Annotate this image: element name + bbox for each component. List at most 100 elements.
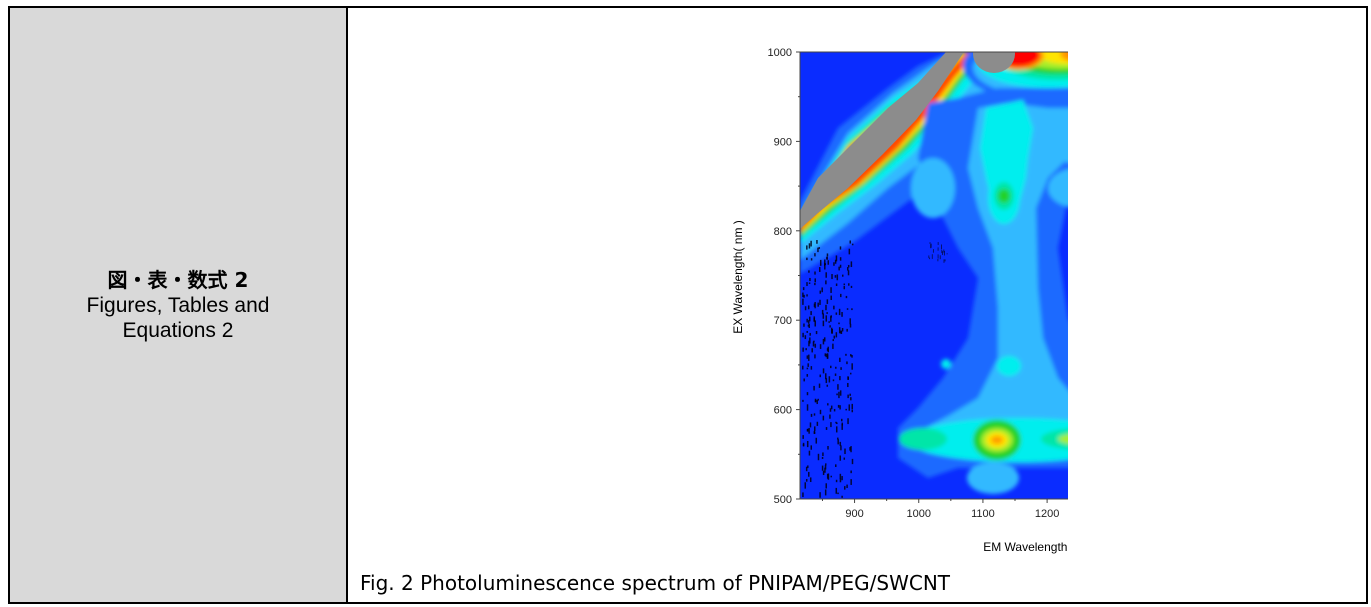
noise-speck <box>826 384 829 387</box>
noise-speck <box>849 393 851 396</box>
noise-speck <box>932 249 934 253</box>
noise-speck <box>835 366 837 369</box>
noise-speck <box>851 308 853 311</box>
noise-speck <box>815 437 818 444</box>
noise-speck <box>818 267 821 272</box>
noise-speck <box>830 365 832 369</box>
noise-speck <box>826 354 829 359</box>
noise-speck <box>831 274 833 280</box>
noise-speck <box>851 458 854 465</box>
noise-speck <box>802 298 804 305</box>
noise-speck <box>805 466 808 472</box>
noise-speck <box>809 316 811 322</box>
noise-speck <box>847 267 849 271</box>
noise-speck <box>844 486 846 490</box>
noise-speck <box>937 242 939 245</box>
saturated-top-peak <box>973 52 1015 73</box>
noise-speck <box>843 286 846 290</box>
noise-speck <box>835 487 838 494</box>
noise-speck <box>815 330 818 335</box>
noise-speck <box>828 376 831 383</box>
noise-speck <box>817 302 819 307</box>
noise-speck <box>835 312 838 315</box>
noise-speck <box>840 367 842 370</box>
noise-speck <box>837 437 839 440</box>
noise-speck <box>810 240 812 247</box>
noise-speck <box>811 348 813 353</box>
noise-speck <box>806 367 809 370</box>
noise-speck <box>850 479 852 485</box>
noise-speck <box>806 318 808 323</box>
noise-speck <box>847 382 849 388</box>
noise-speck <box>830 287 832 293</box>
contour-lobe-left <box>911 158 955 218</box>
noise-speck <box>841 328 844 332</box>
noise-speck <box>836 274 839 281</box>
noise-speck <box>846 361 848 365</box>
noise-speck <box>826 253 829 257</box>
noise-speck <box>943 259 945 263</box>
noise-speck <box>813 385 815 391</box>
noise-speck <box>805 478 808 482</box>
noise-speck <box>943 250 945 256</box>
noise-speck <box>813 430 816 434</box>
noise-speck <box>849 240 851 244</box>
noise-speck <box>817 453 820 461</box>
noise-speck <box>835 283 838 286</box>
noise-speck <box>827 445 829 450</box>
noise-speck <box>839 246 842 250</box>
noise-speck <box>813 303 816 307</box>
noise-speck <box>824 489 827 496</box>
noise-speck <box>809 337 811 344</box>
noise-speck <box>838 391 840 399</box>
noise-speck <box>829 408 832 412</box>
noise-speck <box>814 278 816 283</box>
noise-speck <box>810 413 813 417</box>
noise-speck <box>819 374 821 378</box>
noise-speck <box>847 377 849 380</box>
noise-speck <box>845 353 847 356</box>
noise-speck <box>937 254 939 259</box>
noise-speck <box>929 257 931 260</box>
noise-speck <box>837 384 839 390</box>
noise-speck <box>810 311 812 316</box>
noise-speck <box>843 457 846 460</box>
contour-bottom-center-orange <box>991 436 1003 444</box>
noise-speck <box>812 341 815 347</box>
noise-speck <box>806 257 808 261</box>
noise-speck <box>832 379 835 382</box>
noise-speck <box>816 421 819 426</box>
noise-speck <box>837 439 839 445</box>
noise-speck <box>805 348 807 351</box>
noise-speck <box>808 282 811 284</box>
noise-speck <box>849 318 851 325</box>
noise-speck <box>825 353 827 358</box>
noise-speck <box>818 383 821 388</box>
noise-speck <box>814 343 817 348</box>
noise-speck <box>821 456 824 459</box>
noise-speck <box>824 465 827 470</box>
noise-speck <box>821 309 824 315</box>
noise-speck <box>825 304 827 311</box>
y-tick-label: 500 <box>774 494 792 506</box>
noise-speck <box>803 323 805 327</box>
pl-contour-chart: 9001000110012001300140015005006007008009… <box>731 47 1068 554</box>
noise-speck <box>810 366 813 370</box>
contour-peak-845-core <box>998 189 1010 203</box>
noise-speck <box>833 262 835 266</box>
noise-speck <box>807 320 810 324</box>
noise-speck <box>808 340 810 347</box>
noise-speck <box>826 257 828 260</box>
noise-speck <box>819 290 822 294</box>
noise-speck <box>825 315 828 322</box>
noise-speck <box>937 247 939 251</box>
noise-speck <box>839 405 841 410</box>
noise-speck <box>806 245 808 250</box>
noise-speck <box>851 409 854 413</box>
noise-speck <box>802 399 804 402</box>
noise-speck <box>830 316 832 322</box>
noise-speck <box>814 271 816 275</box>
noise-speck <box>822 320 825 327</box>
noise-speck <box>814 320 816 327</box>
noise-speck <box>839 455 842 461</box>
